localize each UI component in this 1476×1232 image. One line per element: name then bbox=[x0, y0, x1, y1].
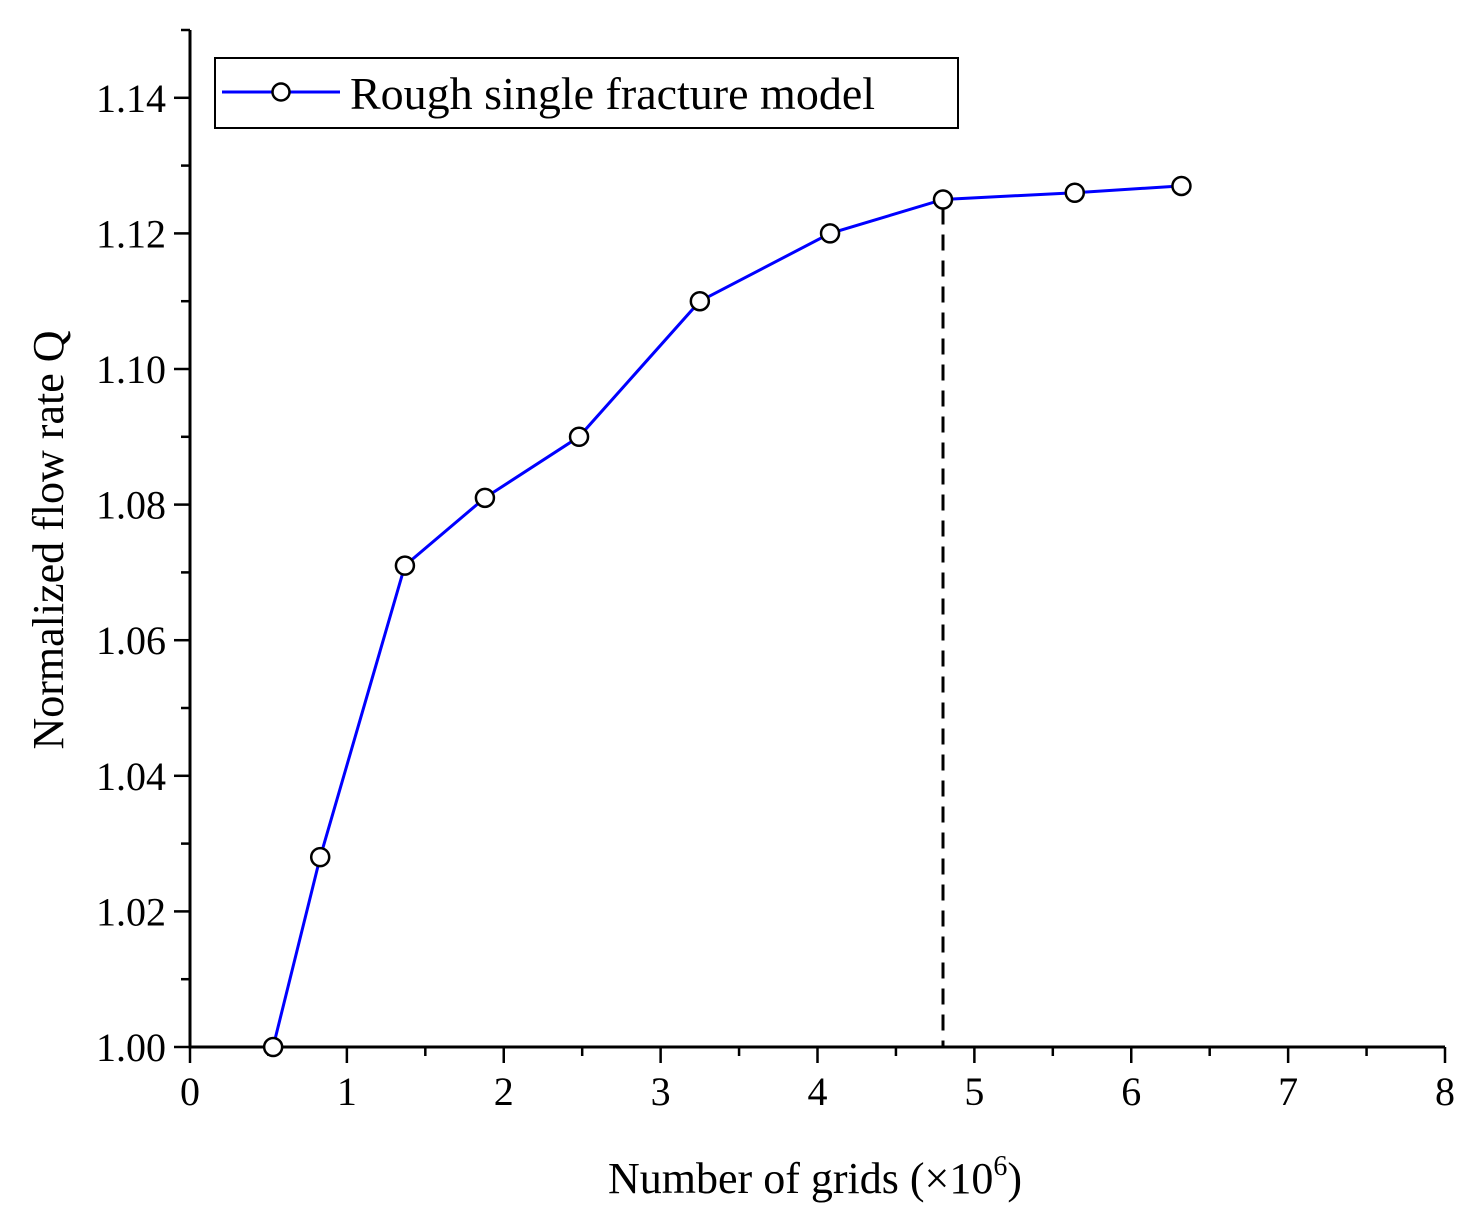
y-axis-ticks: 1.00 1.02 1.04 1.06 1.08 1.10 1.12 1.14 bbox=[96, 28, 190, 1070]
x-tick-label: 4 bbox=[808, 1069, 828, 1114]
data-point bbox=[819, 223, 841, 244]
y-tick-label: 1.02 bbox=[96, 889, 166, 934]
y-tick-label: 1.10 bbox=[96, 347, 166, 392]
y-tick-label: 1.08 bbox=[96, 483, 166, 528]
legend-label: Rough single fracture model bbox=[350, 68, 875, 119]
y-tick-label: 1.04 bbox=[96, 754, 166, 799]
x-tick-label: 0 bbox=[180, 1069, 200, 1114]
x-axis-title-suffix: ) bbox=[1007, 1154, 1022, 1203]
x-tick-label: 5 bbox=[964, 1069, 984, 1114]
series-line bbox=[271, 184, 1182, 1048]
y-tick-label: 1.06 bbox=[96, 618, 166, 663]
x-tick-label: 6 bbox=[1121, 1069, 1141, 1114]
data-point bbox=[262, 1036, 284, 1058]
legend: Rough single fracture model bbox=[214, 57, 959, 129]
series bbox=[262, 175, 1192, 1058]
x-axis-title: Number of grids (×106) bbox=[608, 1151, 1022, 1203]
y-axis-title: Normalized flow rate Q bbox=[24, 330, 73, 749]
y-tick-label: 1.00 bbox=[96, 1025, 166, 1070]
y-tick-label: 1.12 bbox=[96, 211, 166, 256]
data-point bbox=[394, 555, 416, 576]
data-point bbox=[1171, 175, 1192, 197]
x-axis-ticks: 0 1 2 3 4 5 6 7 8 bbox=[180, 1047, 1455, 1114]
legend-marker-sample bbox=[271, 82, 291, 102]
axes bbox=[188, 30, 1445, 1049]
data-point bbox=[474, 487, 496, 509]
x-axis-title-main: Number of grids (×10 bbox=[608, 1154, 993, 1203]
data-point bbox=[932, 189, 954, 210]
data-point bbox=[1064, 182, 1086, 203]
x-tick-label: 2 bbox=[494, 1069, 514, 1114]
x-tick-label: 1 bbox=[337, 1069, 357, 1114]
data-point bbox=[309, 846, 331, 868]
data-point bbox=[689, 290, 711, 312]
x-tick-label: 3 bbox=[651, 1069, 671, 1114]
x-tick-label: 8 bbox=[1435, 1069, 1455, 1114]
y-tick-label: 1.14 bbox=[96, 76, 166, 121]
x-tick-label: 7 bbox=[1278, 1069, 1298, 1114]
x-axis-title-superscript: 6 bbox=[993, 1151, 1007, 1182]
data-point bbox=[568, 426, 590, 448]
